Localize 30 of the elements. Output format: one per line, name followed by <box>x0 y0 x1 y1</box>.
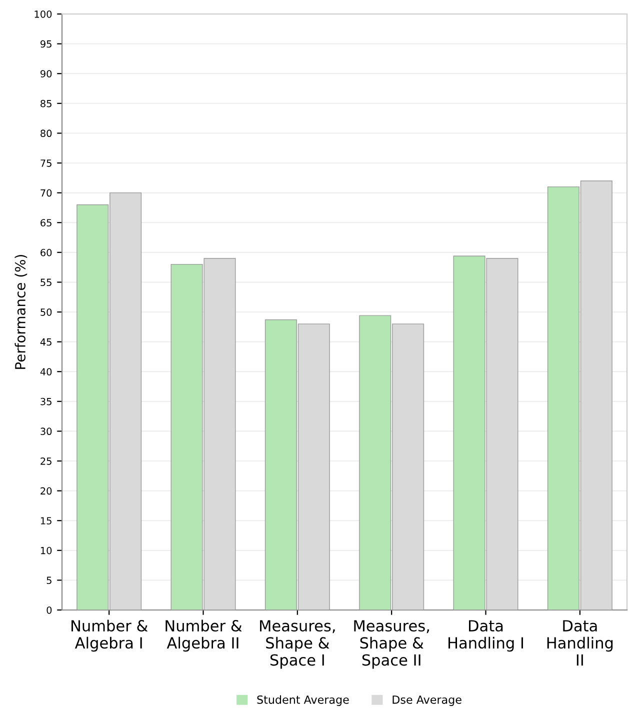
y-tick-label: 15 <box>40 517 52 524</box>
x-tick-label: Data Handling I <box>448 620 523 652</box>
legend-label: Dse Average <box>392 696 462 706</box>
y-tick-label: 25 <box>40 457 52 465</box>
legend-label: Student Average <box>257 695 349 706</box>
y-tick-label: 0 <box>46 606 52 614</box>
y-tick-label: 85 <box>40 100 52 108</box>
x-tick-label: Measures, Shape & Space II <box>354 620 429 669</box>
y-tick-label: 95 <box>40 40 52 48</box>
y-axis-title: Performance (%) <box>14 254 28 369</box>
y-tick-label: 35 <box>40 398 52 406</box>
y-tick-label: 20 <box>40 487 52 495</box>
y-tick-label: 5 <box>46 576 52 584</box>
y-tick-label: 65 <box>40 219 52 226</box>
y-tick-label: 80 <box>40 130 52 138</box>
y-tick-label: 100 <box>34 10 52 18</box>
y-tick-label: 55 <box>40 278 52 286</box>
y-tick-label: 60 <box>40 248 52 256</box>
y-tick-label: 40 <box>40 368 52 376</box>
y-tick-label: 30 <box>40 428 52 436</box>
y-tick-label: 50 <box>40 308 52 316</box>
y-tick-label: 75 <box>40 160 52 167</box>
x-tick-label: Number & Algebra II <box>166 620 242 652</box>
y-tick-label: 90 <box>40 70 52 78</box>
x-tick-label: Number & Algebra I <box>72 620 148 652</box>
y-tick-label: 45 <box>40 338 52 346</box>
y-tick-label: 70 <box>40 189 52 197</box>
x-tick-label: Data Handling II <box>547 620 613 666</box>
x-tick-label: Measures, Shape & Space I <box>260 620 335 669</box>
y-tick-label: 10 <box>40 546 52 554</box>
